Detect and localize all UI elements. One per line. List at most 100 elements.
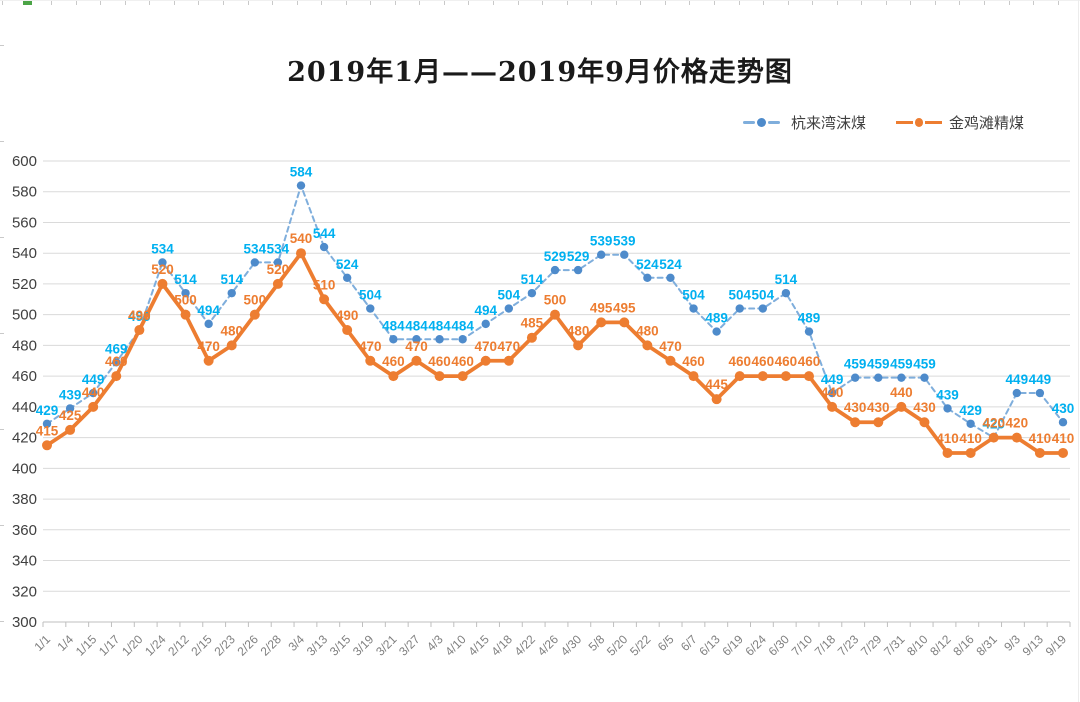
data-point-杭来湾沫煤-2/28[interactable] [273, 258, 283, 267]
x-tick-label: 7/31 [881, 632, 908, 659]
data-point-金鸡滩精煤-3/21[interactable] [388, 371, 399, 382]
data-point-金鸡滩精煤-3/27[interactable] [411, 355, 422, 366]
data-point-金鸡滩精煤-1/1[interactable] [42, 440, 52, 451]
data-point-金鸡滩精煤-9/3[interactable] [1011, 432, 1022, 443]
data-point-杭来湾沫煤-6/24[interactable] [758, 304, 768, 313]
data-point-杭来湾沫煤-6/7[interactable] [689, 304, 698, 313]
data-point-金鸡滩精煤-4/3[interactable] [434, 371, 445, 382]
data-point-金鸡滩精煤-4/30[interactable] [573, 340, 584, 351]
data-point-金鸡滩精煤-5/22[interactable] [642, 340, 653, 351]
data-point-杭来湾沫煤-4/22[interactable] [527, 288, 537, 298]
data-point-杭来湾沫煤-4/15[interactable] [481, 319, 490, 329]
data-point-杭来湾沫煤-6/13[interactable] [712, 327, 721, 336]
legend-item-hanglaiwan[interactable]: 杭来湾沫煤 [738, 112, 866, 133]
data-point-杭来湾沫煤-7/23[interactable] [850, 373, 860, 382]
data-point-金鸡滩精煤-8/12[interactable] [942, 447, 953, 458]
data-point-金鸡滩精煤-4/26[interactable] [550, 309, 560, 320]
data-point-杭来湾沫煤-7/10[interactable] [804, 327, 814, 336]
data-label: 529 [544, 249, 567, 264]
data-point-金鸡滩精煤-2/26[interactable] [249, 309, 260, 320]
data-label: 495 [590, 300, 613, 315]
data-label: 440 [82, 385, 105, 400]
data-point-杭来湾沫煤-2/23[interactable] [227, 288, 236, 298]
data-point-杭来湾沫煤-9/3[interactable] [1012, 388, 1022, 398]
data-point-杭来湾沫煤-1/15[interactable] [88, 388, 98, 398]
data-point-金鸡滩精煤-4/10[interactable] [457, 371, 468, 382]
y-tick-label: 400 [12, 460, 37, 477]
data-point-金鸡滩精煤-1/17[interactable] [111, 371, 122, 382]
legend-item-jinjitan[interactable]: 金鸡滩精煤 [896, 112, 1024, 133]
data-label: 420 [1006, 416, 1029, 431]
data-point-金鸡滩精煤-3/19[interactable] [365, 355, 376, 366]
data-point-杭来湾沫煤-6/5[interactable] [666, 273, 675, 282]
data-point-杭来湾沫煤-5/8[interactable] [596, 250, 606, 259]
data-point-金鸡滩精煤-8/10[interactable] [919, 417, 930, 428]
data-point-金鸡滩精煤-1/20[interactable] [134, 325, 145, 336]
data-point-杭来湾沫煤-5/22[interactable] [643, 273, 652, 282]
data-point-杭来湾沫煤-3/19[interactable] [366, 304, 375, 313]
data-point-杭来湾沫煤-3/21[interactable] [389, 335, 398, 344]
data-point-杭来湾沫煤-6/30[interactable] [781, 288, 791, 298]
data-point-杭来湾沫煤-7/18[interactable] [827, 388, 837, 398]
data-point-杭来湾沫煤-2/15[interactable] [204, 319, 213, 329]
data-point-金鸡滩精煤-2/28[interactable] [272, 278, 283, 289]
data-point-金鸡滩精煤-3/4[interactable] [296, 248, 306, 259]
data-point-杭来湾沫煤-3/13[interactable] [319, 242, 329, 252]
data-point-金鸡滩精煤-6/24[interactable] [757, 371, 768, 382]
data-point-杭来湾沫煤-9/13[interactable] [1035, 388, 1045, 398]
data-point-金鸡滩精煤-7/18[interactable] [827, 401, 838, 412]
data-point-杭来湾沫煤-4/3[interactable] [435, 335, 444, 344]
data-point-杭来湾沫煤-7/31[interactable] [897, 373, 906, 382]
data-point-杭来湾沫煤-8/16[interactable] [966, 419, 975, 428]
data-point-杭来湾沫煤-8/10[interactable] [920, 373, 929, 382]
data-point-金鸡滩精煤-9/19[interactable] [1058, 447, 1068, 458]
data-point-杭来湾沫煤-4/26[interactable] [550, 265, 560, 275]
data-point-金鸡滩精煤-7/29[interactable] [873, 417, 884, 428]
data-point-金鸡滩精煤-6/30[interactable] [780, 371, 791, 382]
data-point-金鸡滩精煤-2/12[interactable] [180, 309, 191, 320]
data-point-金鸡滩精煤-1/4[interactable] [65, 424, 76, 435]
data-label: 534 [244, 241, 267, 256]
data-point-金鸡滩精煤-2/15[interactable] [203, 355, 214, 366]
data-point-杭来湾沫煤-5/20[interactable] [620, 250, 629, 259]
data-point-金鸡滩精煤-9/13[interactable] [1034, 447, 1045, 458]
data-point-金鸡滩精煤-6/7[interactable] [688, 371, 699, 382]
data-point-杭来湾沫煤-3/27[interactable] [412, 335, 421, 344]
data-point-金鸡滩精煤-6/5[interactable] [665, 355, 676, 366]
data-point-金鸡滩精煤-7/10[interactable] [804, 371, 814, 382]
data-point-金鸡滩精煤-1/24[interactable] [157, 278, 168, 289]
data-point-金鸡滩精煤-3/13[interactable] [319, 294, 330, 305]
data-point-金鸡滩精煤-4/18[interactable] [503, 355, 514, 366]
data-point-杭来湾沫煤-3/15[interactable] [342, 273, 352, 282]
series-line-hanglaiwan[interactable] [42, 181, 1068, 442]
data-point-杭来湾沫煤-4/18[interactable] [504, 304, 514, 313]
data-point-杭来湾沫煤-1/17[interactable] [112, 358, 121, 367]
data-point-杭来湾沫煤-1/1[interactable] [42, 419, 52, 428]
data-point-杭来湾沫煤-4/30[interactable] [573, 265, 583, 275]
data-point-金鸡滩精煤-6/19[interactable] [734, 371, 745, 382]
data-point-金鸡滩精煤-7/31[interactable] [896, 401, 907, 412]
data-point-杭来湾沫煤-2/26[interactable] [250, 258, 260, 267]
data-point-金鸡滩精煤-5/8[interactable] [596, 317, 607, 328]
data-point-金鸡滩精煤-2/23[interactable] [226, 340, 237, 351]
series-line-jinjitan[interactable] [42, 248, 1068, 458]
data-point-杭来湾沫煤-9/19[interactable] [1058, 418, 1068, 427]
data-point-金鸡滩精煤-8/16[interactable] [965, 447, 976, 458]
data-point-杭来湾沫煤-1/4[interactable] [65, 404, 75, 413]
data-point-杭来湾沫煤-6/19[interactable] [735, 304, 744, 313]
data-point-金鸡滩精煤-4/22[interactable] [526, 332, 537, 343]
data-point-金鸡滩精煤-7/23[interactable] [850, 417, 861, 428]
data-point-杭来湾沫煤-4/10[interactable] [458, 335, 467, 344]
data-point-杭来湾沫煤-3/4[interactable] [296, 181, 306, 190]
data-point-金鸡滩精煤-8/31[interactable] [988, 432, 999, 443]
data-point-金鸡滩精煤-1/15[interactable] [88, 401, 99, 412]
data-point-金鸡滩精煤-3/15[interactable] [342, 325, 353, 336]
data-point-金鸡滩精煤-4/15[interactable] [480, 355, 491, 366]
data-point-金鸡滩精煤-6/13[interactable] [711, 394, 722, 405]
data-point-杭来湾沫煤-1/24[interactable] [158, 258, 167, 267]
data-point-金鸡滩精煤-5/20[interactable] [619, 317, 630, 328]
data-point-杭来湾沫煤-8/12[interactable] [943, 404, 952, 413]
data-point-杭来湾沫煤-7/29[interactable] [874, 373, 883, 382]
data-point-杭来湾沫煤-2/12[interactable] [181, 288, 190, 298]
